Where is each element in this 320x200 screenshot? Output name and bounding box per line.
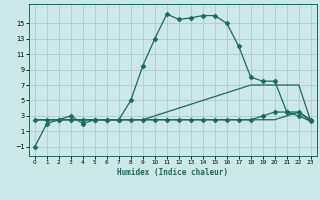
X-axis label: Humidex (Indice chaleur): Humidex (Indice chaleur) bbox=[117, 168, 228, 177]
